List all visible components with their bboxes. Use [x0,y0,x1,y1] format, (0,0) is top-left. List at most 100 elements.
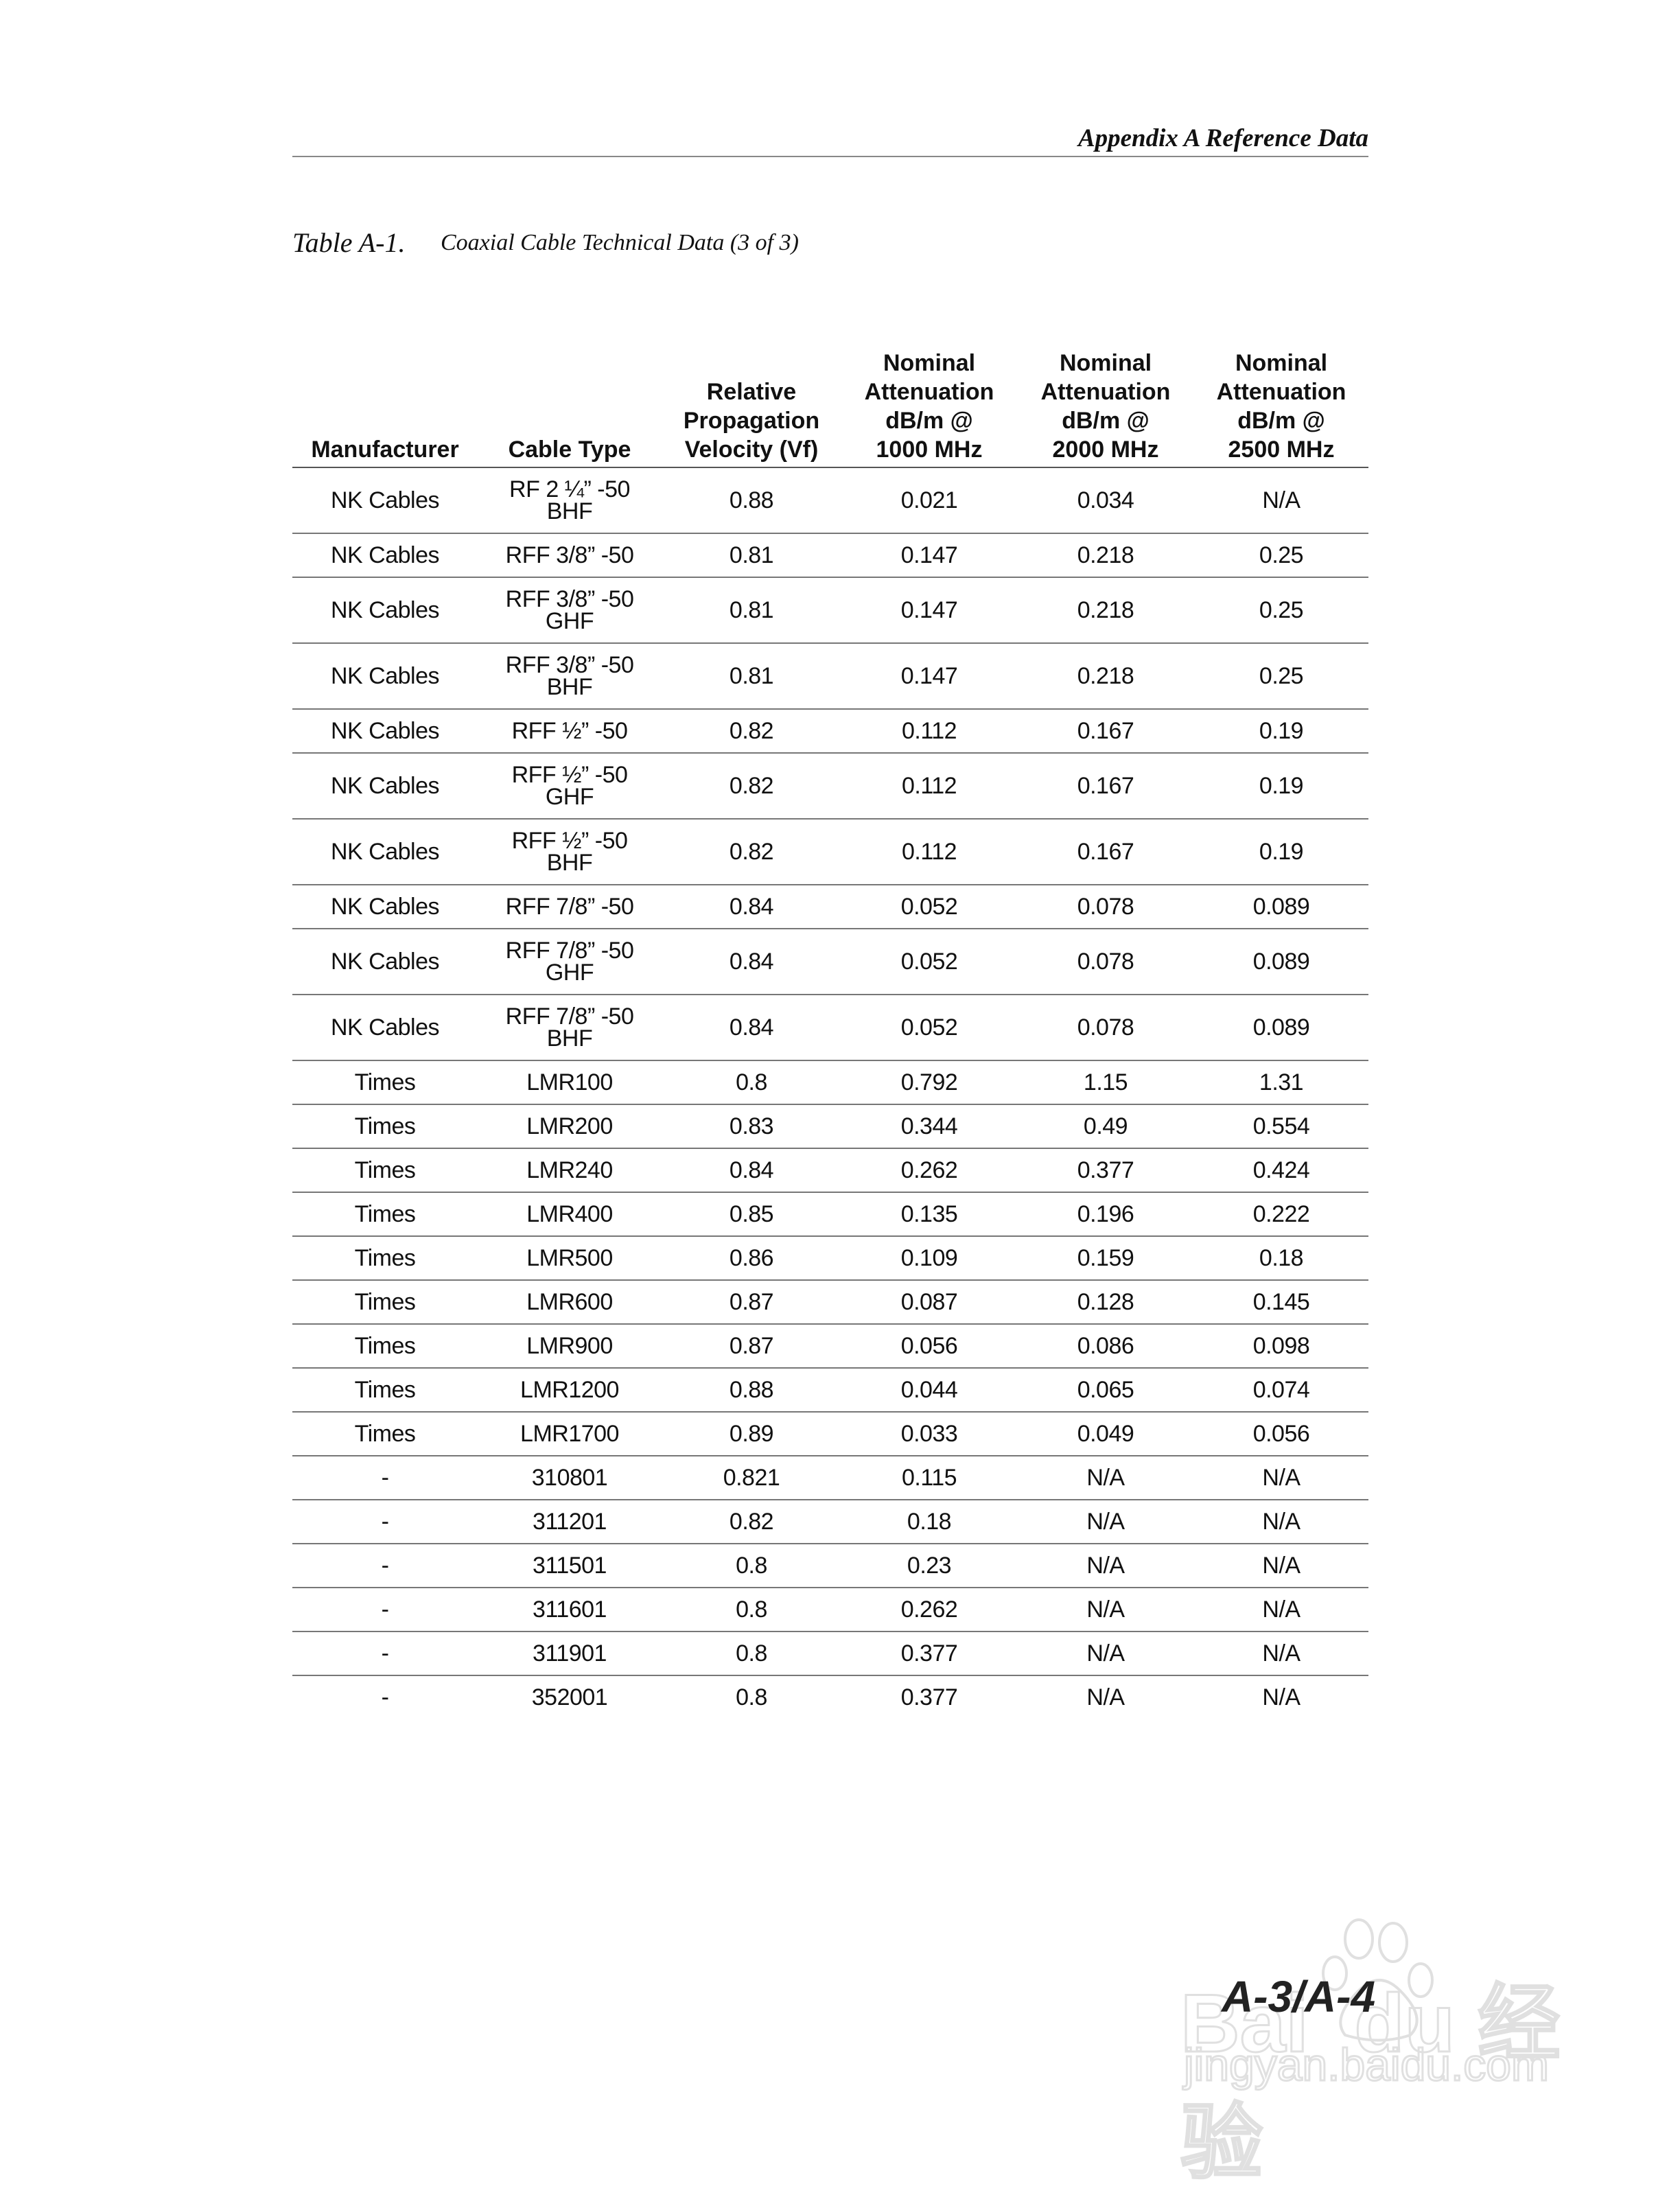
table-cell: 311201 [533,1509,607,1535]
table-cell: 0.112 [901,839,957,865]
table-cell: - [381,1553,389,1579]
table-cell: 0.377 [1077,1157,1134,1183]
table-cell: 0.86 [729,1245,774,1271]
table-cell: Times [354,1157,416,1183]
table-cell: 0.052 [900,1014,958,1041]
paw-logo-icon [1322,1918,1434,2042]
table-cell: LMR900 [526,1333,613,1359]
table-cell: Times [354,1245,416,1271]
table-row: - 352001 0.8 0.377 N/A N/A [292,1675,1368,1719]
table-row: Times LMR600 0.87 0.087 0.128 0.145 [292,1280,1368,1324]
table-cell: 0.218 [1077,663,1134,689]
table-row: NK Cables RFF 3/8” -50 0.81 0.147 0.218 0.25 [292,533,1368,577]
table-cell: NK Cables [330,663,440,689]
table-cell: RFF 3/8” -50 [505,542,634,568]
table-cell: - [381,1509,389,1535]
table-row: NK Cables RFF ½” -50 BHF 0.82 0.112 0.167 0.1… [292,819,1368,885]
table-cell: 0.218 [1077,597,1134,623]
table-row: - 311501 0.8 0.23 N/A N/A [292,1544,1368,1588]
table-cell: N/A [1086,1553,1125,1579]
table-cell: 0.84 [729,1157,774,1183]
table-cell: LMR200 [526,1113,613,1139]
table-cell: 0.078 [1077,894,1134,920]
table-cell: 0.8 [736,1596,767,1623]
table-cell: 0.089 [1252,1014,1310,1041]
table-cell: 0.25 [1259,663,1304,689]
table-row: Times LMR400 0.85 0.135 0.196 0.222 [292,1192,1368,1236]
table-cell: 0.82 [729,1509,774,1535]
table-cell: - [381,1684,389,1710]
table-cell: 0.49 [1083,1113,1128,1139]
table-row: - 311201 0.82 0.18 N/A N/A [292,1500,1368,1544]
table-cell: RFF 7/8” -50 GHF [505,938,634,986]
table-cell: Times [354,1069,416,1095]
table-cell: 311601 [533,1596,607,1623]
table-cell: N/A [1262,1640,1300,1666]
column-header: Relative Propagation Velocity (Vf) [683,379,820,463]
table-cell: RFF ½” -50 [511,718,628,744]
table-cell: 0.112 [901,773,957,799]
table-cell: N/A [1262,1509,1300,1535]
table-cell: LMR500 [526,1245,613,1271]
table-cell: - [381,1596,389,1623]
table-cell: 0.81 [729,663,774,689]
table-cell: 0.167 [1077,718,1134,744]
table-cell: 0.078 [1077,949,1134,975]
table-cell: 0.89 [729,1421,774,1447]
table-cell: 0.021 [900,487,958,513]
table-cell: 0.8 [736,1684,767,1710]
table-cell: 0.87 [729,1333,774,1359]
table-cell: 0.052 [900,894,958,920]
table-cell: 0.424 [1252,1157,1310,1183]
header-rule [292,156,1368,157]
table-cell: 0.25 [1259,542,1304,568]
table-cell: 0.554 [1252,1113,1310,1139]
table-cell: 0.167 [1077,773,1134,799]
table-cell: Times [354,1113,416,1139]
table-cell: 0.81 [729,597,774,623]
table-number: Table A-1. [292,227,406,258]
table-cell: N/A [1262,487,1300,513]
table-cell: 0.159 [1077,1245,1134,1271]
table-cell: 352001 [531,1684,608,1710]
table-cell: 0.147 [900,597,958,623]
table-row: Times LMR1200 0.88 0.044 0.065 0.074 [292,1368,1368,1412]
table-cell: 0.089 [1252,894,1310,920]
table-cell: 311501 [533,1553,607,1579]
table-cell: NK Cables [330,718,440,744]
table-cell: 0.84 [729,894,774,920]
table-cell: NK Cables [330,597,440,623]
table-cell: N/A [1262,1596,1300,1623]
table-cell: LMR100 [526,1069,613,1095]
column-header: Nominal Attenuation dB/m @ 1000 MHz [864,350,994,463]
table-header-row: Manufacturer Cable Type Relative Propagati… [292,340,1368,467]
table-cell: 0.115 [901,1465,957,1491]
table-cell: RFF 3/8” -50 GHF [505,586,634,634]
table-row: Times LMR900 0.87 0.056 0.086 0.098 [292,1324,1368,1368]
table-cell: 0.81 [729,542,774,568]
table-cell: N/A [1086,1640,1125,1666]
table-cell: N/A [1086,1509,1125,1535]
table-row: NK Cables RFF 7/8” -50 0.84 0.052 0.078 0.089 [292,885,1368,929]
table-cell: 0.8 [736,1640,767,1666]
table-cell: 0.033 [900,1421,958,1447]
table-cell: LMR240 [526,1157,613,1183]
table-cell: 0.262 [900,1157,958,1183]
table-cell: N/A [1262,1553,1300,1579]
page-number: A-3/A-4 [1222,1972,1376,2021]
table-cell: N/A [1086,1465,1125,1491]
table-cell: 0.18 [907,1509,952,1535]
watermark-url: jingyan.baidu.com [1183,2039,1550,2091]
table-row: Times LMR100 0.8 0.792 1.15 1.31 [292,1060,1368,1104]
table-cell: Times [354,1289,416,1315]
column-header: Nominal Attenuation dB/m @ 2500 MHz [1216,350,1346,463]
table-cell: 0.84 [729,1014,774,1041]
table-cell: 0.034 [1077,487,1134,513]
table-cell: LMR1700 [520,1421,619,1447]
table-cell: 0.087 [900,1289,958,1315]
table-cell: 0.344 [900,1113,958,1139]
table-cell: 0.065 [1077,1377,1134,1403]
table-cell: NK Cables [330,773,440,799]
table-cell: 0.82 [729,839,774,865]
table-cell: 0.167 [1077,839,1134,865]
